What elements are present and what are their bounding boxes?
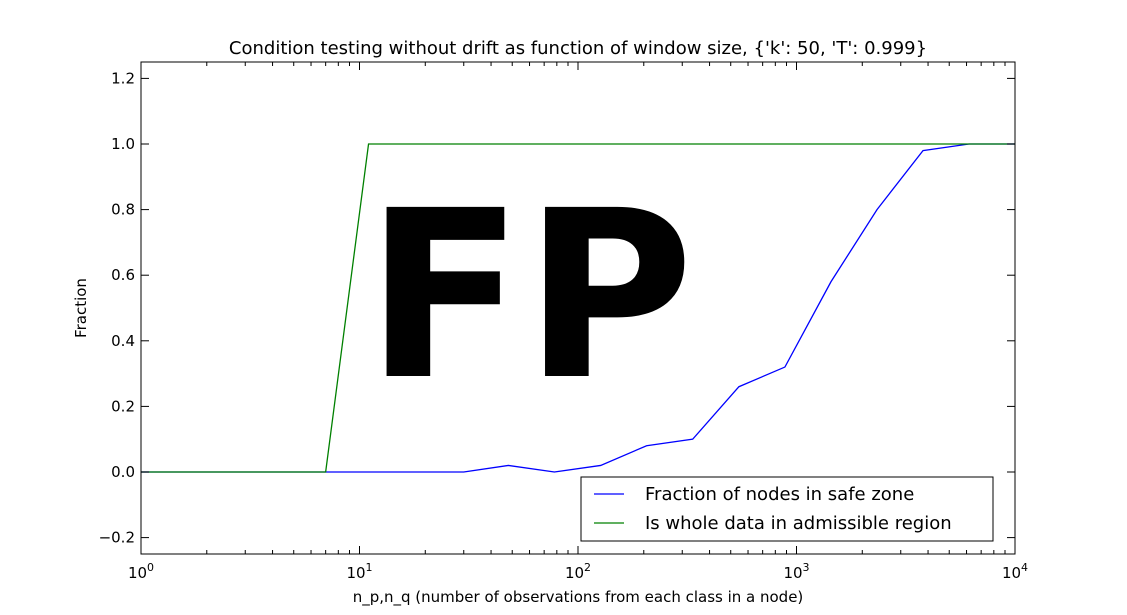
x-tick-label: 103 [783, 561, 809, 582]
y-axis-label: Fraction [72, 278, 90, 338]
overlay-text: FP [365, 161, 694, 431]
y-tick-label: 0.4 [111, 332, 135, 350]
y-tick-label: 1.0 [111, 135, 135, 153]
series-line-2 [141, 143, 1015, 473]
y-tick-label: 1.2 [111, 69, 135, 87]
x-axis-label: n_p,n_q (number of observations from eac… [353, 588, 804, 607]
legend: Fraction of nodes in safe zone Is whole d… [580, 476, 994, 542]
y-tick-label: 0.0 [111, 463, 135, 481]
plot-area: 100 101 102 103 104 −0.2 0.0 0.2 0.4 0.6 0.8 1.0 1.2 [99, 61, 1028, 582]
y-tick-label: 0.6 [111, 266, 135, 284]
y-tick-label: 0.8 [111, 201, 135, 219]
x-tick-label: 104 [1002, 561, 1028, 582]
x-tick-label: 102 [565, 561, 591, 582]
y-tick-label: −0.2 [99, 529, 135, 547]
legend-box [580, 476, 994, 542]
chart-title: Condition testing without drift as funct… [229, 38, 927, 59]
legend-label-1: Fraction of nodes in safe zone [645, 484, 914, 505]
x-tick-label: 101 [346, 561, 372, 582]
x-tick-label: 100 [128, 561, 154, 582]
series-group [141, 143, 1015, 473]
legend-label-2: Is whole data in admissible region [645, 513, 952, 534]
overlay: FP [365, 161, 694, 431]
y-tick-label: 0.2 [111, 397, 135, 415]
